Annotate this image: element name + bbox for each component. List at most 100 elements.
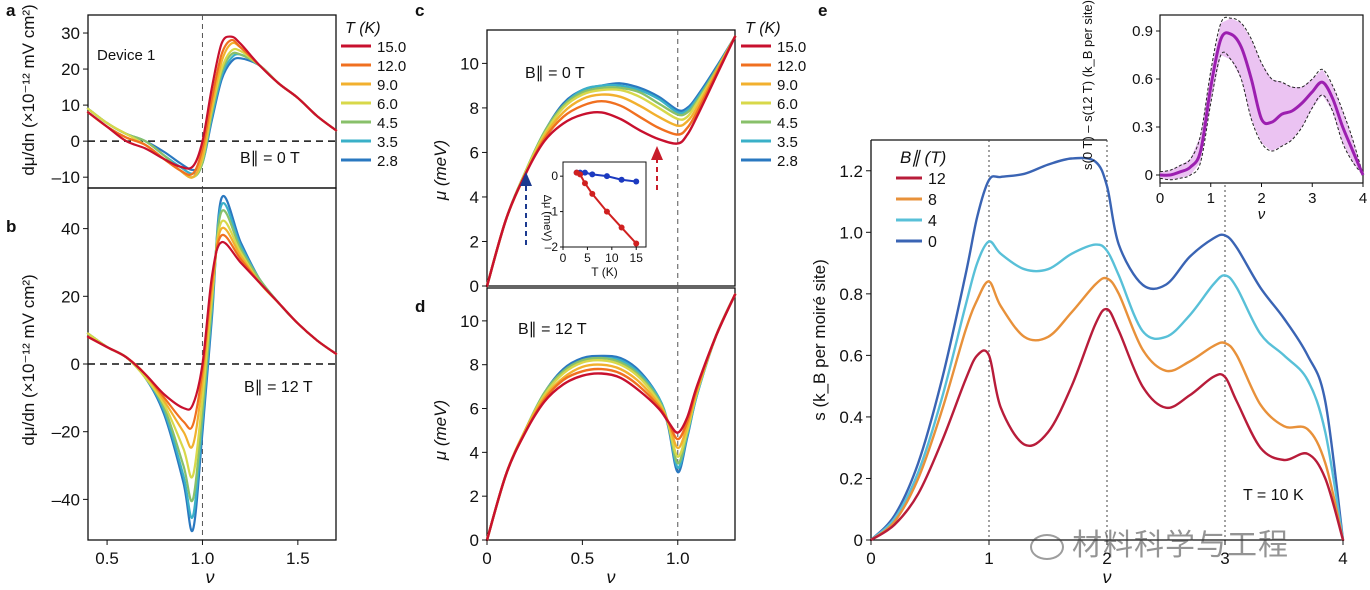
panel-c: 10 8 6 4 2 0 c B∥ = 0 T μ (meV) T (K) 15.0 12.0 9.0 6… <box>415 1 806 296</box>
ytick-label-e: 0 <box>854 531 863 550</box>
plot-frame-c <box>486 29 736 287</box>
y-axis-label-b: dμ/dn (×10⁻¹² mV cm²) <box>19 274 38 445</box>
inset-xtick-label-e: 0 <box>1156 190 1164 207</box>
ytick-label-d: 8 <box>470 356 479 375</box>
inset-marker-c <box>603 208 610 215</box>
panel-e: 0 0.2 0.4 0.6 0.8 1.0 1.2 0 1 2 3 4 e T = 10 K s (k_B … <box>810 1 1348 587</box>
legend-label-a: 6.0 <box>377 96 398 113</box>
legend-e: B∥ (T) 12 8 4 0 <box>896 148 946 251</box>
annotation-temperature: T = 10 K <box>1243 487 1304 504</box>
panel-label-a: a <box>6 1 16 20</box>
ytick-label-c: 6 <box>470 143 479 162</box>
inset-ytick-label-c: 0 <box>551 169 558 183</box>
ytick-label-e: 0.8 <box>839 285 863 304</box>
inset-y-label-e: s(0 T) – s(12 T) (k_B per site) <box>1080 0 1095 170</box>
legend-label-a: 9.0 <box>377 77 398 94</box>
ytick-label-a: 30 <box>61 24 80 43</box>
ytick-label-e: 0.4 <box>839 408 863 427</box>
legend-label-a: 15.0 <box>377 39 406 56</box>
legend-label-c: 9.0 <box>777 77 798 94</box>
xtick-label-e: 3 <box>1220 549 1229 568</box>
panel-d: 10 8 6 4 2 00 0.5 1.0 d B∥ = 12 T μ (meV) ν <box>415 287 737 587</box>
inset-marker-c <box>618 176 625 183</box>
inset-marker-c <box>633 240 640 247</box>
ytick-label-b: 20 <box>61 287 80 306</box>
legend-label-c: 2.8 <box>777 153 798 170</box>
legend-label-c: 6.0 <box>777 96 798 113</box>
xtick-label-d: 0.5 <box>571 549 595 568</box>
xtick-label-b: 0.5 <box>95 549 119 568</box>
ytick-label-b: 0 <box>71 355 80 374</box>
inset-marker-c <box>633 178 640 185</box>
xtick-label-e: 0 <box>866 549 875 568</box>
annotation-field-d: B∥ = 12 T <box>518 321 587 338</box>
ytick-label-d: 10 <box>460 312 479 331</box>
ytick-label-e: 0.2 <box>839 469 863 488</box>
ytick-label-d: 6 <box>470 400 479 419</box>
inset-marker-c <box>581 180 588 187</box>
watermark: 材料科学与工程 <box>1030 520 1330 563</box>
inset-xtick-label-c: 5 <box>584 251 591 265</box>
legend-label-e: 8 <box>928 192 937 209</box>
panel-b: 40 20 0 –20 –40 0.5 1.0 1.5 b B∥ = 12 T dμ/dn (×10… <box>6 187 338 587</box>
inset-marker-c <box>577 171 584 178</box>
series-line-b-6.0 <box>86 219 338 479</box>
inset-marker-c <box>618 224 625 231</box>
legend-title-a: T (K) <box>345 20 381 37</box>
panel-label-e: e <box>818 1 827 20</box>
panel-label-c: c <box>415 1 424 20</box>
inset-xtick-label-c: 10 <box>605 251 619 265</box>
inset-marker-c <box>589 171 596 178</box>
panel-label-b: b <box>6 217 16 236</box>
series-line-e-8 <box>869 276 1345 542</box>
panel-label-d: d <box>415 297 425 316</box>
y-axis-label-a: dμ/dn (×10⁻¹² mV cm²) <box>19 4 38 175</box>
inset-marker-c <box>589 190 596 197</box>
x-axis-label-d: ν <box>607 567 616 587</box>
ytick-label-b: –20 <box>52 423 80 442</box>
series-line-e-12 <box>869 307 1345 542</box>
xtick-label-e: 4 <box>1338 549 1347 568</box>
ytick-label-e: 0.6 <box>839 346 863 365</box>
xtick-label-b: 1.5 <box>286 549 310 568</box>
xtick-label-d: 1.0 <box>666 549 690 568</box>
arrow-head-red <box>651 146 663 160</box>
legend-label-e: 0 <box>928 234 937 251</box>
inset-ytick-label-e: 0.9 <box>1132 23 1153 40</box>
plot-frame-d <box>486 287 736 541</box>
inset-x-label-e: ν <box>1258 206 1266 223</box>
y-axis-label-e: s (k_B per moiré site) <box>810 259 829 421</box>
inset-xtick-label-e: 2 <box>1257 190 1265 207</box>
ytick-label-a: 10 <box>61 96 80 115</box>
annotation-field-b: B∥ = 12 T <box>244 379 313 396</box>
inset-band-lower-e <box>1159 51 1364 181</box>
inset-ytick-label-c: –1 <box>545 205 559 219</box>
ytick-label-e: 1.0 <box>839 223 863 242</box>
inset-x-label-c: T (K) <box>591 265 617 279</box>
legend-label-a: 4.5 <box>377 115 398 132</box>
inset-xtick-label-e: 1 <box>1207 190 1215 207</box>
legend-label-a: 3.5 <box>377 134 398 151</box>
ytick-label-b: 40 <box>61 220 80 239</box>
x-axis-label-e: ν <box>1103 567 1112 587</box>
wechat-icon <box>1030 533 1064 560</box>
xtick-label-d: 0 <box>482 549 491 568</box>
legend-label-a: 12.0 <box>377 58 406 75</box>
annotation-field-c: B∥ = 0 T <box>525 65 585 82</box>
panel-a: 30 20 10 0 –10 a Device 1 B∥ = 0 T dμ/dn (×10⁻¹²… <box>6 1 406 189</box>
annotation-device: Device 1 <box>97 47 155 64</box>
inset-xtick-label-e: 3 <box>1308 190 1316 207</box>
inset-ytick-label-c: –2 <box>545 240 559 254</box>
ytick-label-c: 8 <box>470 99 479 118</box>
series-line-b-12.0 <box>86 233 338 430</box>
inset-xtick-label-c: 15 <box>630 251 644 265</box>
ytick-label-c: 2 <box>470 232 479 251</box>
inset-ytick-label-e: 0.6 <box>1132 71 1153 88</box>
ytick-label-d: 0 <box>470 531 479 550</box>
legend-label-c: 12.0 <box>777 58 806 75</box>
xtick-label-e: 1 <box>984 549 993 568</box>
panel-e-inset: 0 0.3 0.6 0.9 0 1 2 3 4 ν s(0 T) – s(12 T) (k_B pe… <box>1080 0 1367 223</box>
ytick-label-e: 1.2 <box>839 162 863 181</box>
ytick-label-a: –10 <box>52 168 80 187</box>
